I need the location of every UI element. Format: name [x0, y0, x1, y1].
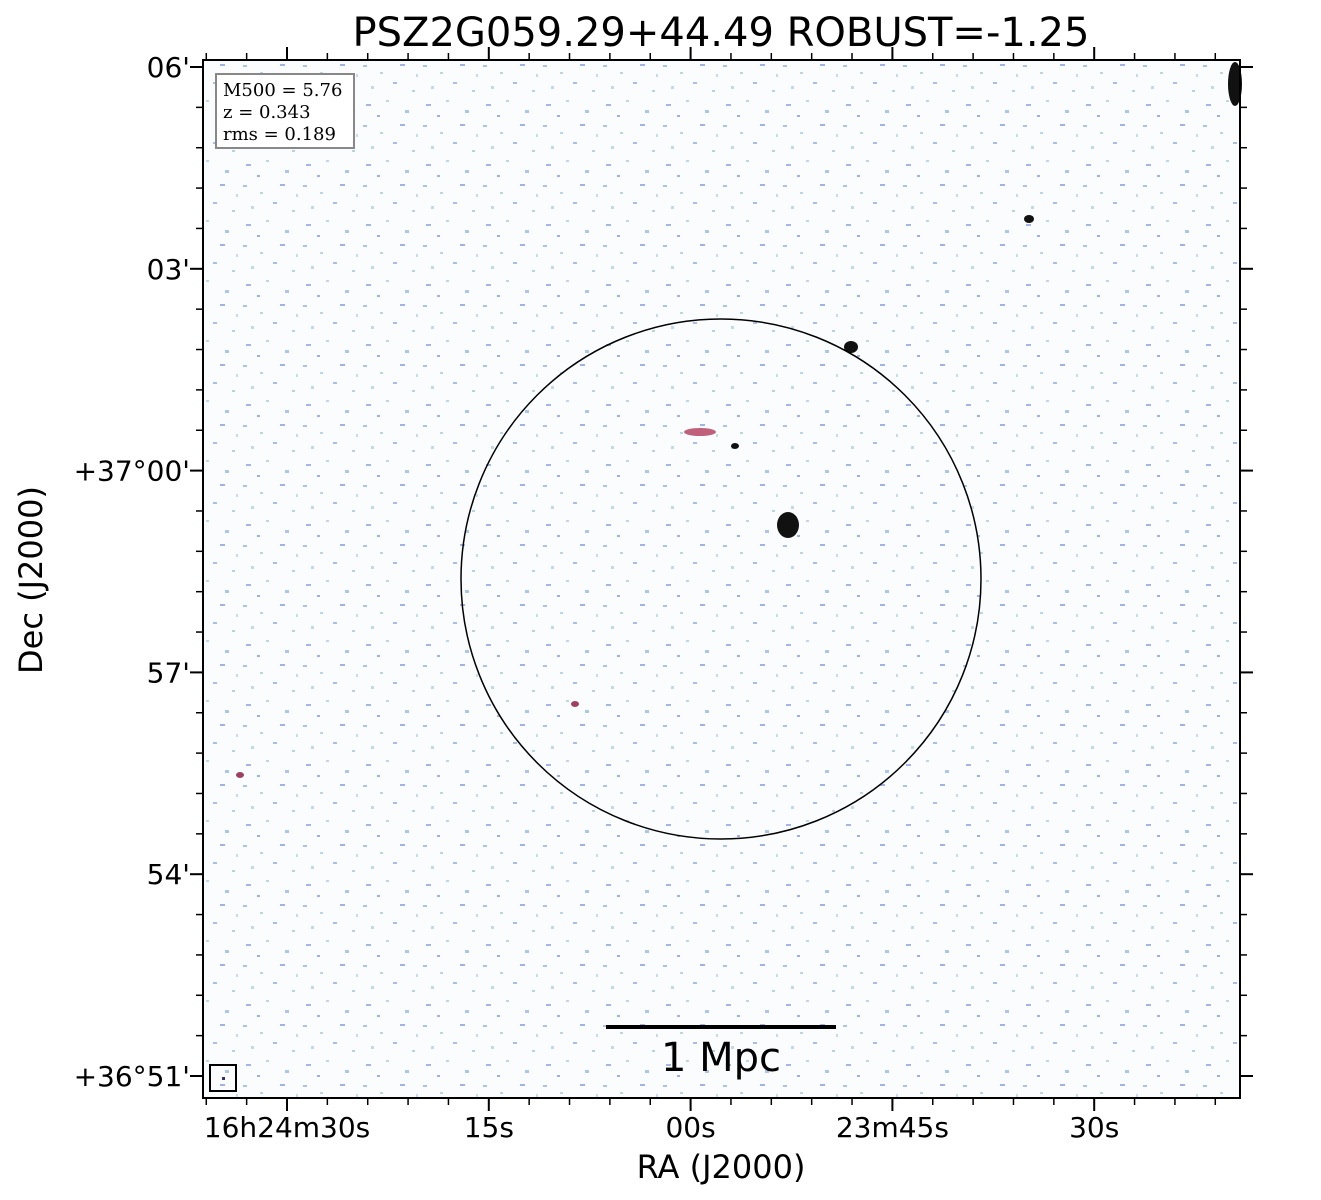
sources — [236, 62, 1242, 778]
title: PSZ2G059.29+44.49 ROBUST=-1.25 — [353, 10, 1090, 56]
source — [684, 428, 716, 436]
ticks — [190, 47, 1253, 1111]
y-tick-label: 57' — [147, 656, 190, 689]
axes-frame — [202, 59, 1241, 1099]
source — [571, 701, 579, 707]
x-tick-label: 15s — [464, 1111, 514, 1144]
y-tick-label: +36°51' — [74, 1060, 190, 1093]
r500-circle — [460, 318, 982, 840]
source — [777, 512, 799, 538]
info-line: M500 = 5.76 — [223, 80, 342, 101]
radio-image — [203, 60, 1240, 1098]
source — [1024, 215, 1034, 223]
info-line: z = 0.343 — [223, 102, 311, 123]
y-tick-label: +37°00' — [74, 455, 190, 488]
source — [1228, 62, 1242, 106]
source — [844, 341, 858, 353]
x-tick-label: 16h24m30s — [204, 1111, 371, 1144]
y-axis-label: Dec (J2000) — [12, 486, 50, 674]
y-tick-label: 54' — [147, 858, 190, 891]
info-box — [215, 73, 355, 149]
scale-bar-label: 1 Mpc — [661, 1035, 781, 1081]
x-tick-label: 30s — [1069, 1111, 1119, 1144]
beam-box — [209, 1064, 237, 1092]
y-tick-label: 06' — [147, 51, 190, 84]
source — [236, 772, 244, 778]
x-tick-label: 00s — [665, 1111, 715, 1144]
x-axis-label: RA (J2000) — [637, 1148, 806, 1186]
y-tick-label: 03' — [147, 253, 190, 286]
x-tick-label: 23m45s — [836, 1111, 949, 1144]
info-line: rms = 0.189 — [223, 124, 336, 145]
beam — [222, 1077, 225, 1080]
source — [731, 443, 739, 449]
